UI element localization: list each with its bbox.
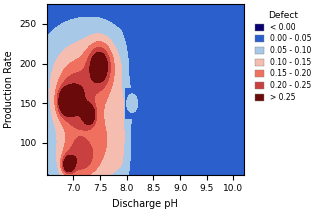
Legend: < 0.00, 0.00 - 0.05, 0.05 - 0.10, 0.10 - 0.15, 0.15 - 0.20, 0.20 - 0.25, > 0.25: < 0.00, 0.00 - 0.05, 0.05 - 0.10, 0.10 -…: [252, 8, 315, 105]
Y-axis label: Production Rate: Production Rate: [4, 50, 14, 128]
X-axis label: Discharge pH: Discharge pH: [113, 199, 178, 209]
